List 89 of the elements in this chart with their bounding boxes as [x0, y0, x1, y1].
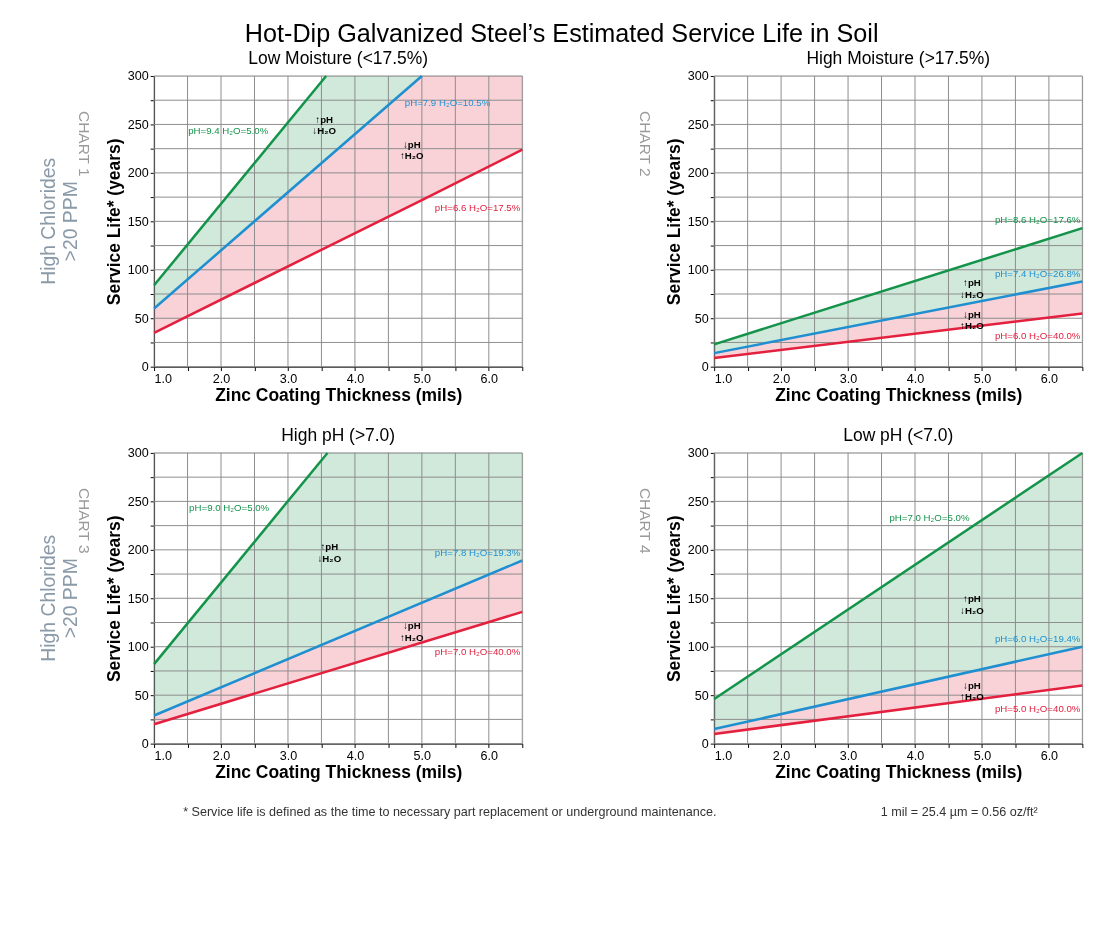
x-axis-title: Zinc Coating Thickness (mils)	[215, 762, 463, 783]
y-tick-label: 200	[687, 543, 709, 558]
series-label: pH=6.0 H₂O=40.0%	[994, 330, 1081, 342]
y-tick-label: 50	[694, 688, 709, 703]
y-tick-label: 0	[141, 736, 149, 751]
text: Hot-Dip Galvanized Steel’s Estimated Service Life in Soil	[244, 18, 879, 47]
y-tick-label: 100	[687, 640, 709, 655]
y-tick-label: 300	[687, 69, 709, 84]
y-tick-label: 0	[701, 360, 709, 375]
series-label: pH=8.6 H₂O=17.6%	[994, 214, 1081, 226]
chart-title: Low pH (<7.0)	[843, 425, 954, 446]
x-tick-label: 6.0	[480, 371, 499, 386]
series-label: pH=7.8 H₂O=19.3%	[434, 546, 521, 558]
y-tick-label: 0	[141, 360, 149, 375]
x-tick-label: 4.0	[346, 748, 365, 763]
x-tick-label: 4.0	[906, 748, 925, 763]
series-label: pH=5.0 H₂O=40.0%	[994, 703, 1081, 715]
chart-title: High pH (>7.0)	[281, 425, 396, 446]
y-tick-label: 50	[134, 688, 149, 703]
text: 1 mil = 25.4 µm = 0.56 oz/ft²	[880, 805, 1038, 820]
series-label: pH=7.0 H₂O=5.0%	[889, 511, 970, 523]
y-tick-label: 50	[694, 311, 709, 326]
annotation: ↓pH ↑H₂O	[400, 620, 425, 643]
series-label: pH=7.4 H₂O=26.8%	[994, 267, 1081, 279]
series-label: pH=6.6 H₂O=17.5%	[434, 201, 521, 213]
chart-title: Low Moisture (<17.5%)	[248, 48, 429, 69]
x-tick-label: 4.0	[346, 371, 365, 386]
y-tick-label: 150	[127, 214, 149, 229]
x-tick-label: 6.0	[1040, 748, 1059, 763]
y-tick-label: 250	[127, 117, 149, 132]
x-tick-label: 1.0	[714, 748, 733, 763]
x-tick-label: 1.0	[154, 371, 173, 386]
series-label: pH=7.0 H₂O=40.0%	[434, 645, 521, 657]
y-tick-label: 250	[687, 494, 709, 509]
y-tick-label: 150	[127, 591, 149, 606]
x-axis-title: Zinc Coating Thickness (mils)	[775, 385, 1023, 406]
x-tick-label: 5.0	[973, 748, 992, 763]
y-tick-label: 100	[687, 263, 709, 278]
y-tick-label: 150	[687, 591, 709, 606]
text: * Service life is defined as the time to necessary part replacement or underground maintenance.	[183, 805, 717, 820]
x-tick-label: 1.0	[154, 748, 173, 763]
x-tick-label: 6.0	[480, 748, 499, 763]
y-axis-title: Service Life* (years)	[103, 515, 124, 683]
y-axis-title: Service Life* (years)	[103, 138, 124, 306]
y-tick-label: 0	[701, 736, 709, 751]
y-axis-title: Service Life* (years)	[664, 515, 685, 683]
series-label: pH=9.0 H₂O=5.0%	[189, 502, 270, 514]
y-tick-label: 100	[127, 640, 149, 655]
annotation: ↓pH ↑H₂O	[400, 138, 425, 162]
x-axis-title: Zinc Coating Thickness (mils)	[215, 385, 463, 406]
annotation: ↑pH ↓H₂O	[317, 541, 342, 565]
y-tick-label: 300	[127, 69, 149, 84]
y-tick-label: 200	[127, 166, 149, 181]
x-tick-label: 5.0	[973, 371, 992, 386]
x-axis-title: Zinc Coating Thickness (mils)	[775, 762, 1023, 783]
x-tick-label: 2.0	[212, 748, 231, 763]
y-tick-label: 300	[127, 446, 149, 461]
y-tick-label: 200	[687, 166, 709, 181]
y-tick-label: 100	[127, 263, 149, 278]
y-tick-label: 250	[687, 117, 709, 132]
y-tick-label: 200	[127, 543, 149, 558]
x-tick-label: 3.0	[839, 371, 858, 386]
x-tick-label: 2.0	[772, 748, 791, 763]
x-tick-label: 3.0	[279, 748, 298, 763]
series-label: pH=7.9 H₂O=10.5%	[404, 97, 491, 109]
chart-title: High Moisture (>17.5%)	[806, 48, 991, 69]
x-tick-label: 6.0	[1040, 371, 1059, 386]
y-tick-label: 150	[687, 214, 709, 229]
x-tick-label: 2.0	[212, 371, 231, 386]
annotation: ↑pH ↓H₂O	[960, 276, 985, 300]
caption: CHART 4	[636, 487, 654, 555]
caption: CHART 1	[76, 110, 94, 177]
caption: CHART 2	[636, 110, 654, 177]
series-label: pH=9.4 H₂O=5.0%	[188, 124, 269, 136]
x-tick-label: 5.0	[413, 748, 432, 763]
series-label: pH=6.0 H₂O=19.4%	[994, 632, 1081, 644]
annotation: ↑pH ↓H₂O	[960, 593, 985, 616]
x-tick-label: 3.0	[279, 371, 298, 386]
caption: CHART 3	[76, 487, 94, 554]
x-tick-label: 4.0	[906, 371, 925, 386]
y-axis-title: Service Life* (years)	[664, 138, 685, 306]
x-tick-label: 2.0	[772, 371, 791, 386]
annotation: ↑pH ↓H₂O	[312, 113, 337, 137]
y-tick-label: 300	[687, 446, 709, 461]
x-tick-label: 3.0	[839, 748, 858, 763]
y-tick-label: 250	[127, 494, 149, 509]
x-tick-label: 5.0	[413, 371, 432, 386]
x-tick-label: 1.0	[714, 371, 733, 386]
y-tick-label: 50	[134, 311, 149, 326]
